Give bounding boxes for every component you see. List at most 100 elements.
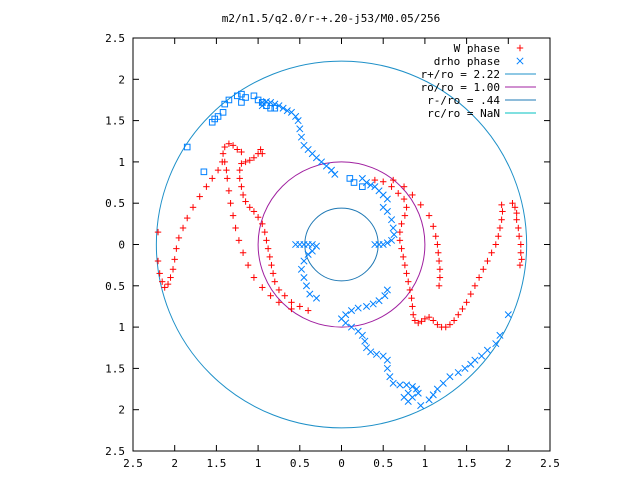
data-point-drho-phase-b bbox=[446, 373, 454, 381]
data-point-w-phase bbox=[246, 157, 253, 164]
data-point-w-phase bbox=[432, 233, 439, 240]
data-point-drho-phase-squares- bbox=[214, 113, 222, 120]
legend-label: drho phase bbox=[434, 55, 500, 68]
data-point-drho-phase-b bbox=[383, 239, 391, 247]
data-point-drho-phase bbox=[387, 216, 396, 224]
data-point-w-phase bbox=[267, 292, 274, 299]
data-point-w-phase bbox=[154, 228, 162, 236]
data-point-w-phase bbox=[509, 200, 516, 207]
data-point-w-phase bbox=[492, 241, 499, 248]
data-point-w-phase bbox=[238, 160, 245, 167]
data-point-w-phase bbox=[513, 209, 520, 217]
data-point-w-phase bbox=[400, 195, 408, 203]
data-point-drho-phase-b bbox=[304, 250, 312, 258]
data-point-drho-phase bbox=[300, 273, 308, 282]
data-point-w-phase bbox=[169, 266, 177, 273]
data-point-drho-phase-b bbox=[379, 352, 387, 360]
data-point-w-phase bbox=[517, 249, 525, 256]
data-point-drho-phase bbox=[471, 356, 479, 364]
data-point-drho-phase-squares- bbox=[359, 183, 366, 190]
data-point-drho-phase-b bbox=[429, 391, 437, 399]
data-point-drho-phase-b bbox=[383, 195, 391, 203]
data-point-drho-phase bbox=[297, 133, 306, 141]
data-point-drho-phase bbox=[275, 102, 283, 110]
data-point-drho-phase-b bbox=[367, 348, 375, 356]
data-point-w-phase bbox=[446, 321, 454, 328]
data-point-drho-phase bbox=[439, 379, 447, 387]
data-point-drho-phase bbox=[362, 302, 371, 311]
data-point-w-phase bbox=[259, 220, 266, 228]
data-point-w-phase bbox=[219, 150, 227, 157]
data-point-drho-phase bbox=[287, 108, 296, 116]
data-point-drho-phase bbox=[425, 396, 433, 404]
data-point-w-phase bbox=[411, 317, 419, 324]
data-point-w-phase bbox=[430, 317, 437, 324]
data-point-drho-phase-b bbox=[283, 107, 291, 115]
data-point-drho-phase-b bbox=[375, 297, 383, 305]
data-point-drho-phase-b bbox=[317, 158, 326, 166]
data-point-drho-phase-b bbox=[358, 174, 366, 182]
data-point-w-phase bbox=[467, 290, 474, 298]
data-point-w-phase bbox=[203, 183, 210, 190]
data-point-w-phase bbox=[266, 253, 273, 261]
data-point-drho-phase-b bbox=[367, 181, 375, 189]
data-point-drho-phase-b bbox=[322, 162, 331, 170]
data-point-w-phase bbox=[239, 191, 247, 199]
data-point-w-phase bbox=[232, 224, 239, 232]
data-point-drho-phase-b bbox=[297, 265, 306, 273]
data-point-drho-phase bbox=[446, 373, 454, 381]
legend-label: rc/ro = NaN bbox=[427, 107, 500, 120]
x-tick-label: 2 bbox=[171, 457, 178, 470]
data-point-w-phase bbox=[209, 175, 216, 182]
data-point-drho-phase bbox=[375, 297, 383, 305]
data-point-w-phase bbox=[442, 323, 449, 331]
data-point-drho-phase-b bbox=[308, 150, 316, 158]
data-point-drho-phase-squares- bbox=[200, 168, 208, 176]
data-point-w-phase bbox=[236, 175, 243, 182]
data-point-drho-phase-squares- bbox=[267, 104, 274, 112]
data-point-drho-phase bbox=[267, 98, 275, 106]
data-point-w-phase bbox=[515, 233, 523, 240]
data-point-w-phase bbox=[498, 216, 505, 223]
data-point-drho-phase bbox=[433, 385, 441, 393]
legend-marker bbox=[516, 57, 524, 65]
data-point-drho-phase-squares- bbox=[250, 92, 258, 100]
data-point-w-phase bbox=[400, 183, 408, 190]
data-point-drho-phase-b bbox=[400, 393, 408, 401]
data-point-drho-phase-b bbox=[483, 346, 492, 354]
data-point-drho-phase-b bbox=[389, 379, 397, 387]
x-tick-label: 2 bbox=[505, 457, 512, 470]
data-point-drho-phase bbox=[429, 391, 437, 399]
data-point-drho-phase-b bbox=[425, 396, 433, 404]
data-point-drho-phase bbox=[383, 356, 391, 364]
data-point-w-phase bbox=[239, 249, 247, 256]
data-point-drho-phase-b bbox=[331, 170, 339, 178]
data-point-drho-phase-b bbox=[287, 108, 296, 116]
data-point-drho-phase-squares- bbox=[238, 90, 245, 98]
data-point-drho-phase-b bbox=[312, 294, 321, 302]
data-point-drho-phase-b bbox=[371, 240, 379, 249]
circle-r-ro bbox=[155, 60, 528, 429]
data-point-w-phase bbox=[513, 216, 520, 223]
data-point-drho-phase-b bbox=[275, 102, 283, 110]
data-point-w-phase bbox=[246, 204, 253, 211]
data-point-w-phase bbox=[196, 193, 203, 200]
y-tick-label: 2 bbox=[118, 404, 125, 417]
data-point-w-phase bbox=[436, 266, 444, 273]
data-point-w-phase bbox=[229, 142, 237, 149]
data-point-drho-phase bbox=[402, 381, 411, 389]
data-point-drho-phase bbox=[300, 141, 308, 149]
data-point-drho-phase-squares- bbox=[271, 104, 279, 112]
data-point-w-phase bbox=[409, 303, 416, 310]
data-point-drho-phase bbox=[387, 236, 396, 244]
data-point-drho-phase bbox=[461, 364, 469, 372]
data-point-drho-phase bbox=[372, 350, 381, 358]
data-point-drho-phase-b bbox=[379, 203, 387, 211]
data-point-drho-phase bbox=[417, 402, 425, 410]
data-point-drho-phase bbox=[389, 379, 397, 387]
data-point-drho-phase bbox=[296, 125, 304, 133]
data-point-drho-phase-b bbox=[383, 207, 391, 216]
chart-title: m2/n1.5/q2.0/r-+.20-j53/M0.05/256 bbox=[222, 12, 441, 25]
data-point-drho-phase-b bbox=[337, 315, 346, 323]
